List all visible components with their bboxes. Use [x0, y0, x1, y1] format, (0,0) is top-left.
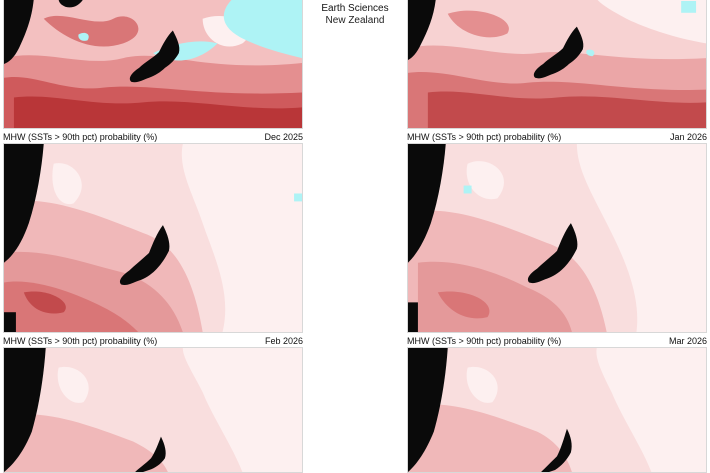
panel-caption-jan-2026: MHW (SSTs > 90th pct) probability (%) Ja… — [407, 131, 707, 143]
map-panel-feb-2026 — [3, 143, 303, 333]
panel-caption-feb-2026: MHW (SSTs > 90th pct) probability (%) Fe… — [3, 335, 303, 347]
panel-date: Feb 2026 — [264, 336, 303, 346]
map-panel-bottom-right — [407, 347, 707, 473]
brand-line-1: Earth Sciences — [321, 3, 389, 14]
panel-caption-text: MHW (SSTs > 90th pct) probability (%) — [407, 336, 562, 346]
map-panel-jan-2026 — [407, 0, 707, 129]
panel-caption-text: MHW (SSTs > 90th pct) probability (%) — [3, 132, 158, 142]
brand-line-2: New Zealand — [325, 15, 385, 26]
panel-caption-text: MHW (SSTs > 90th pct) probability (%) — [3, 336, 158, 346]
panel-caption-dec-2025: MHW (SSTs > 90th pct) probability (%) De… — [3, 131, 303, 143]
map-panel-dec-2025 — [3, 0, 303, 129]
panel-date: Jan 2026 — [669, 132, 707, 142]
panel-date: Dec 2025 — [264, 132, 303, 142]
panel-caption-mar-2026: MHW (SSTs > 90th pct) probability (%) Ma… — [407, 335, 707, 347]
panel-date: Mar 2026 — [668, 336, 707, 346]
brand-label: Earth Sciences New Zealand — [300, 3, 410, 27]
map-panel-mar-2026 — [407, 143, 707, 333]
panel-caption-text: MHW (SSTs > 90th pct) probability (%) — [407, 132, 562, 142]
map-panel-bottom-left — [3, 347, 303, 473]
